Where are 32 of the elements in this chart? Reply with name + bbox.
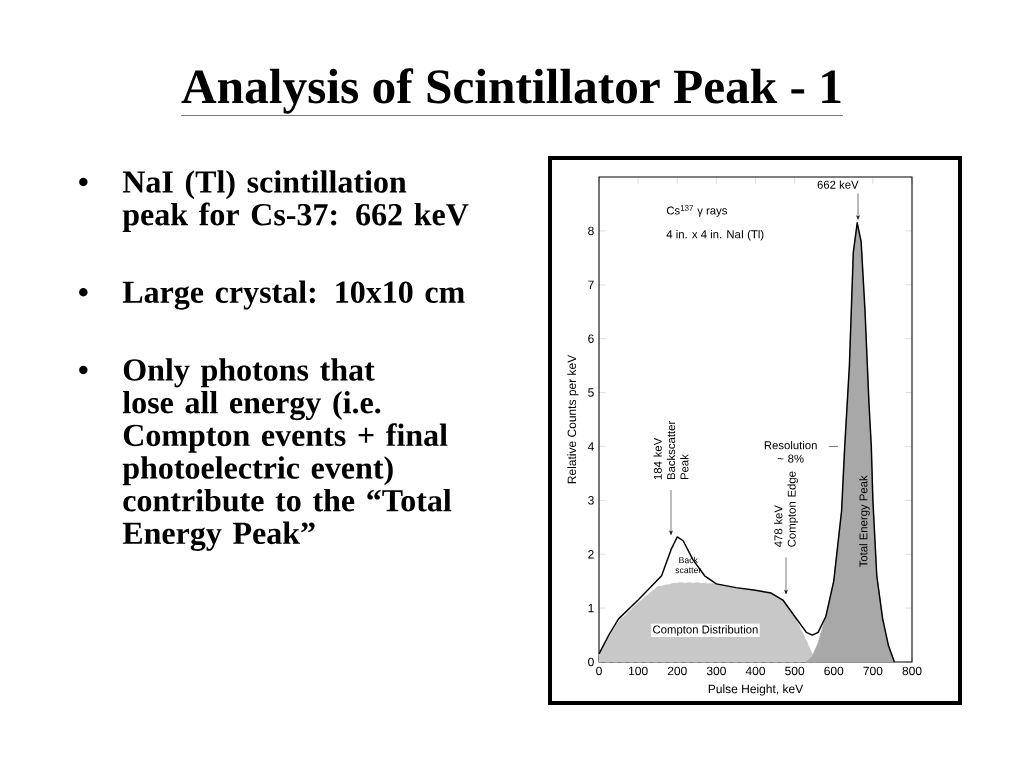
x-tick-label: 800 (902, 666, 922, 676)
y-tick-label: 2 (588, 550, 594, 559)
x-tick-label: 300 (706, 666, 726, 676)
x-tick-label: 400 (745, 666, 766, 676)
y-axis-title: Relative Counts per keV (567, 354, 579, 484)
text: NaI (Tl) scintillation peak for Cs-37: 662 keV (122, 170, 469, 232)
series-label: Total Energy Peak (859, 475, 870, 568)
x-tick-label: 200 (667, 666, 687, 676)
annotation: 4 in. x 4 in. NaI (Tl) (666, 229, 764, 241)
y-tick-label: 3 (588, 496, 594, 505)
y-tick-label: 5 (588, 388, 594, 397)
y-tick-label: 8 (588, 226, 594, 236)
x-tick-label: 0 (596, 666, 602, 676)
series-label: Compton Distribution (653, 625, 758, 636)
y-tick-label: 7 (588, 280, 594, 289)
y-tick-label: 4 (587, 442, 594, 451)
text: Large crystal: 10x10 cm (122, 280, 465, 310)
x-tick-label: 100 (629, 666, 648, 676)
chart-title: Analysis of Scintillator Peak - 1 (181, 68, 841, 114)
annotation: 662 keV (817, 180, 859, 189)
annotation: Resolution ~ 8% (764, 440, 817, 463)
y-tick-label: 0 (588, 657, 594, 667)
x-tick-label: 700 (863, 666, 883, 676)
y-tick-label: 6 (588, 334, 594, 343)
annotation: 478 keV Compton Edge (774, 471, 798, 548)
x-axis-title: Pulse Height, keV (708, 684, 804, 696)
text: Only photons that lose all energy (i.e. Compton events + final photoelectric event) contribute to the “Total Energy Peak” (122, 358, 452, 551)
x-tick-label: 600 (824, 666, 844, 676)
x-tick-label: 500 (785, 666, 805, 676)
annotation: Cs$^{137}$ γ rays (666, 205, 728, 217)
y-tick-label: 1 (588, 603, 594, 613)
annotation: 184 keV Backscatter Peak (653, 421, 689, 480)
